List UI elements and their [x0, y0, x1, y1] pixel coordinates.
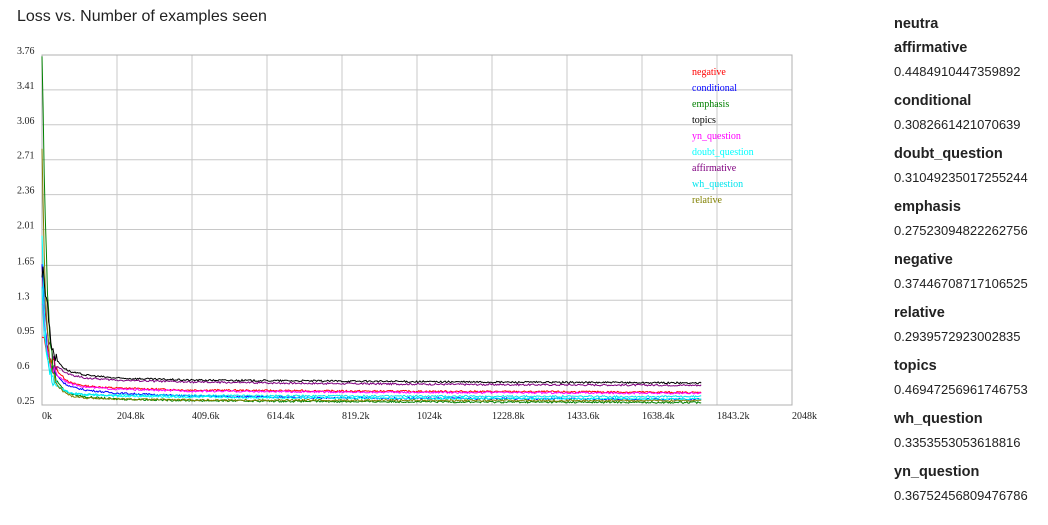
series-line-relative — [41, 148, 702, 403]
y-tick-label: 3.06 — [17, 116, 35, 127]
sidebar-entry-value: 0.36752456809476786 — [894, 488, 1028, 503]
sidebar-entry-value: 0.46947256961746753 — [894, 382, 1028, 397]
chart-legend: negative conditional emphasis topics yn_ques… — [692, 67, 754, 206]
legend-item: affirmative — [692, 163, 737, 174]
y-tick-label: 1.3 — [17, 291, 30, 302]
sidebar-entry-value: 0.3082661421070639 — [894, 117, 1021, 132]
sidebar-entry: emphasis 0.27523094822262756 — [894, 195, 1044, 248]
y-tick-label: 0.6 — [17, 361, 30, 372]
loss-chart: 0.25 0.6 0.95 1.3 1.65 2.01 2.36 2.71 3.06 3.41 3.… — [17, 46, 817, 422]
x-tick-label: 2048k — [792, 411, 817, 422]
legend-item: relative — [692, 195, 723, 206]
y-axis-ticks: 0.25 0.6 0.95 1.3 1.65 2.01 2.36 2.71 3.06 3.41 3.… — [17, 46, 35, 407]
series-line-yn_question — [41, 303, 702, 395]
sidebar-entry: relative 0.2939572923002835 — [894, 301, 1044, 354]
y-tick-label: 2.71 — [17, 151, 35, 162]
sidebar-list: affirmative 0.4484910447359892 conditional… — [894, 36, 1044, 513]
sidebar-entry-value: 0.31049235017255244 — [894, 170, 1028, 185]
sidebar-entry: doubt_question 0.31049235017255244 — [894, 142, 1044, 195]
sidebar-entry-name: emphasis — [894, 199, 961, 215]
x-tick-label: 1024k — [417, 411, 442, 422]
sidebar-entry: yn_question 0.36752456809476786 — [894, 460, 1044, 513]
y-tick-label: 0.95 — [17, 326, 35, 337]
sidebar-entry-name: topics — [894, 358, 937, 374]
x-tick-label: 204.8k — [117, 411, 145, 422]
legend-item: conditional — [692, 83, 737, 94]
x-tick-label: 1638.4k — [642, 411, 675, 422]
legend-item: wh_question — [692, 179, 743, 190]
sidebar-entry-name: conditional — [894, 93, 972, 109]
sidebar-entry: wh_question 0.3353553053618816 — [894, 407, 1044, 460]
sidebar-entry-value: 0.27523094822262756 — [894, 223, 1028, 238]
sidebar-entry: topics 0.46947256961746753 — [894, 354, 1044, 407]
y-tick-label: 3.76 — [17, 46, 35, 57]
y-tick-label: 1.65 — [17, 256, 35, 267]
series-line-wh_question — [41, 286, 702, 399]
x-tick-label: 1843.2k — [717, 411, 750, 422]
y-tick-label: 2.36 — [17, 186, 35, 197]
series-lines — [41, 56, 702, 405]
y-tick-label: 0.25 — [17, 396, 35, 407]
series-line-doubt_question — [41, 235, 702, 401]
chart-title: Loss vs. Number of examples seen — [17, 8, 267, 25]
y-tick-label: 3.41 — [17, 81, 35, 92]
legend-item: topics — [692, 115, 716, 126]
sidebar-entry-name: relative — [894, 305, 945, 321]
x-tick-label: 614.4k — [267, 411, 295, 422]
x-tick-label: 1433.6k — [567, 411, 600, 422]
series-line-topics — [41, 266, 702, 385]
x-tick-label: 1228.8k — [492, 411, 525, 422]
x-axis-ticks: 0k 204.8k 409.6k 614.4k 819.2k 1024k 1228.8k 14… — [42, 411, 817, 422]
sidebar-panel: neutra affirmative 0.4484910447359892 cond… — [894, 14, 1044, 513]
legend-item: doubt_question — [692, 147, 754, 158]
plot-frame — [41, 54, 793, 406]
sidebar-entry-value: 0.4484910447359892 — [894, 64, 1021, 79]
sidebar-entry: affirmative 0.4484910447359892 — [894, 36, 1044, 89]
x-tick-label: 819.2k — [342, 411, 370, 422]
chart-grid — [41, 54, 793, 406]
legend-item: emphasis — [692, 99, 729, 110]
y-tick-label: 2.01 — [17, 221, 35, 232]
sidebar-entry-name: yn_question — [894, 464, 980, 480]
sidebar-entry-name: negative — [894, 252, 953, 268]
sidebar-entry: negative 0.37446708717106525 — [894, 248, 1044, 301]
sidebar-entry-name: affirmative — [894, 40, 968, 56]
sidebar-entry-value: 0.3353553053618816 — [894, 435, 1021, 450]
sidebar-entry-name: wh_question — [894, 411, 983, 427]
x-tick-label: 409.6k — [192, 411, 220, 422]
legend-item: negative — [692, 67, 726, 78]
sidebar-title: neutra — [894, 16, 939, 32]
series-line-affirmative — [41, 265, 702, 387]
sidebar-entry-value: 0.2939572923002835 — [894, 329, 1021, 344]
legend-item: yn_question — [692, 131, 741, 142]
sidebar-entry-name: doubt_question — [894, 146, 1003, 162]
x-tick-label: 0k — [42, 411, 52, 422]
sidebar-entry: conditional 0.3082661421070639 — [894, 89, 1044, 142]
sidebar-entry-value: 0.37446708717106525 — [894, 276, 1028, 291]
